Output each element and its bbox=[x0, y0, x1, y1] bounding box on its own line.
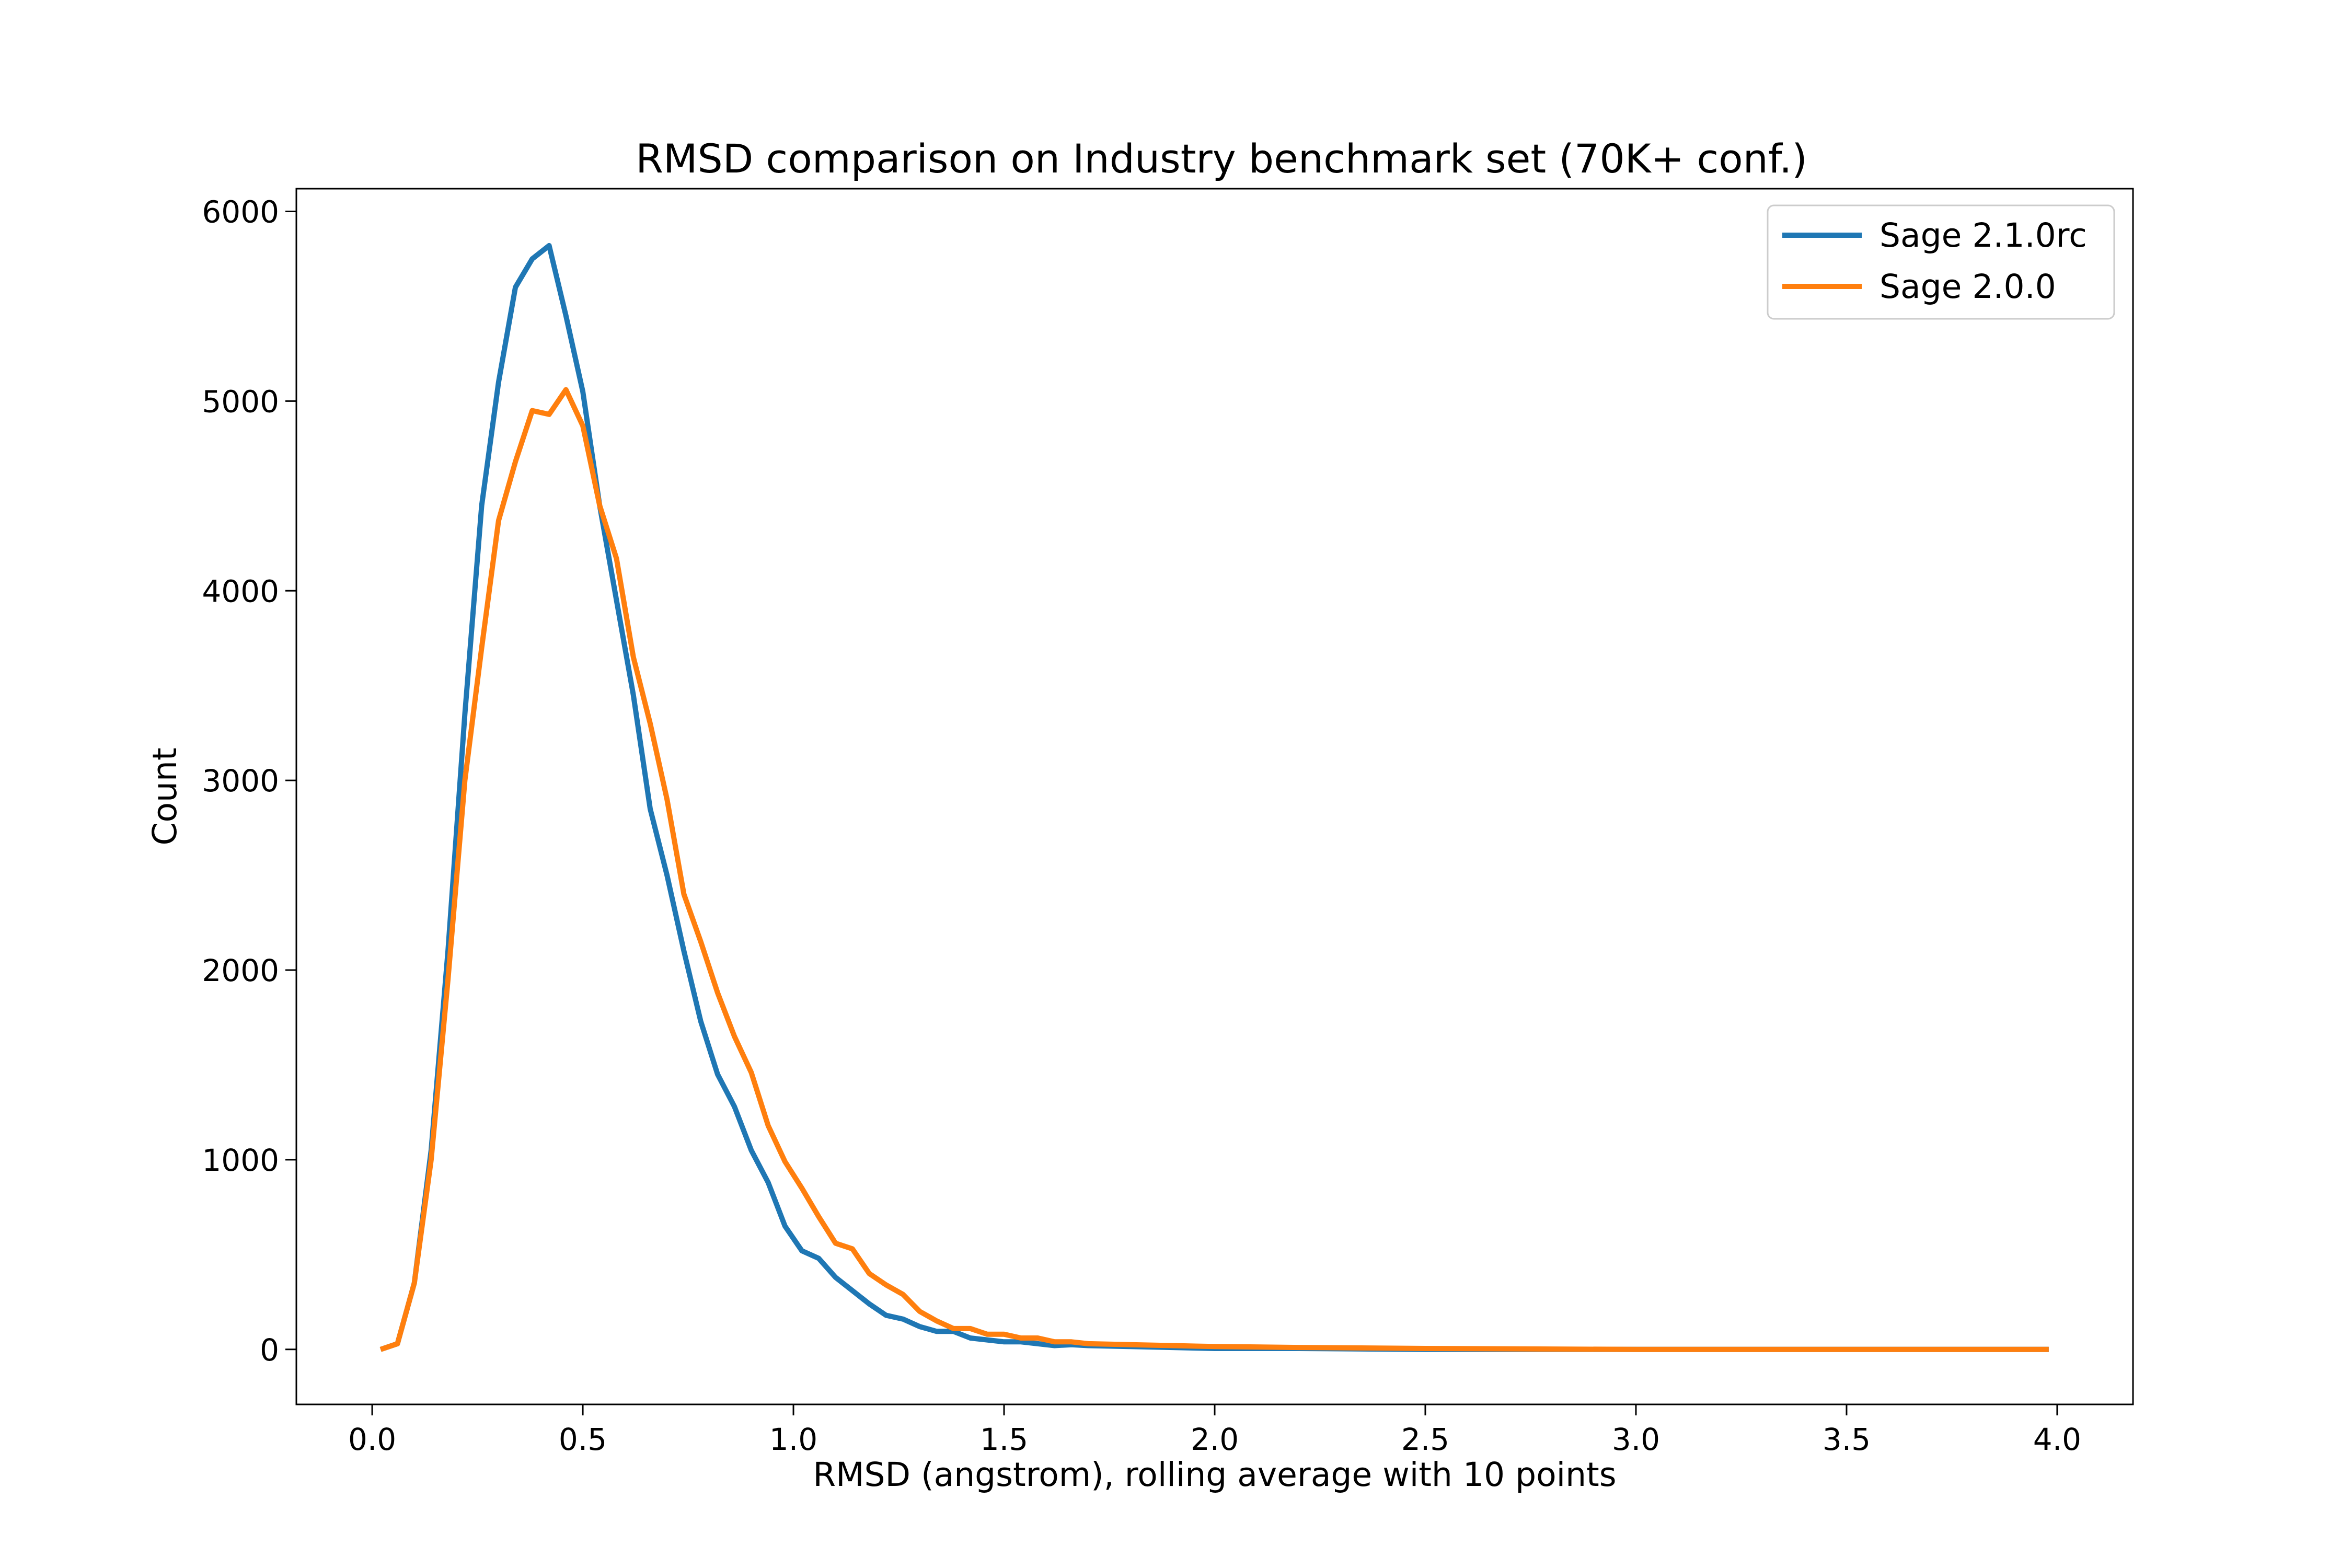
y-tick-label: 3000 bbox=[202, 763, 279, 799]
y-tick-label: 1000 bbox=[202, 1143, 279, 1178]
legend: Sage 2.1.0rc Sage 2.0.0 bbox=[1767, 204, 2115, 320]
x-tick-label: 3.5 bbox=[1823, 1422, 1871, 1457]
x-tick-label: 0.5 bbox=[559, 1422, 607, 1457]
y-tick-label: 5000 bbox=[202, 384, 279, 419]
y-axis-label: Count bbox=[146, 747, 184, 845]
y-axis-ticks: 0 1000 2000 3000 4000 5000 6000 bbox=[202, 194, 296, 1368]
legend-label-sage-2-0-0: Sage 2.0.0 bbox=[1880, 268, 2056, 306]
y-tick-label: 2000 bbox=[202, 953, 279, 988]
x-tick-label: 1.5 bbox=[980, 1422, 1028, 1457]
x-tick-label: 2.5 bbox=[1401, 1422, 1449, 1457]
x-tick-label: 1.0 bbox=[769, 1422, 817, 1457]
x-tick-label: 2.0 bbox=[1191, 1422, 1239, 1457]
series-layer bbox=[379, 243, 2049, 1352]
plot-frame bbox=[295, 188, 2134, 1405]
x-axis-label: RMSD (angstrom), rolling average with 10… bbox=[813, 1456, 1616, 1494]
x-axis-ticks: 0.0 0.5 1.0 1.5 2.0 2.5 3.0 3.5 4.0 bbox=[348, 1404, 2081, 1457]
x-tick-label: 3.0 bbox=[1612, 1422, 1660, 1457]
y-tick-label: 0 bbox=[260, 1332, 279, 1368]
x-tick-label: 0.0 bbox=[348, 1422, 396, 1457]
plot-area bbox=[295, 188, 2134, 1405]
y-tick-label: 6000 bbox=[202, 194, 279, 230]
series-line-sage-2-0-0 bbox=[379, 387, 2049, 1352]
chart-title: RMSD comparison on Industry benchmark se… bbox=[636, 135, 1807, 182]
legend-label-sage-2-1-0rc: Sage 2.1.0rc bbox=[1880, 216, 2087, 255]
x-tick-label: 4.0 bbox=[2033, 1422, 2081, 1457]
y-tick-label: 4000 bbox=[202, 573, 279, 609]
